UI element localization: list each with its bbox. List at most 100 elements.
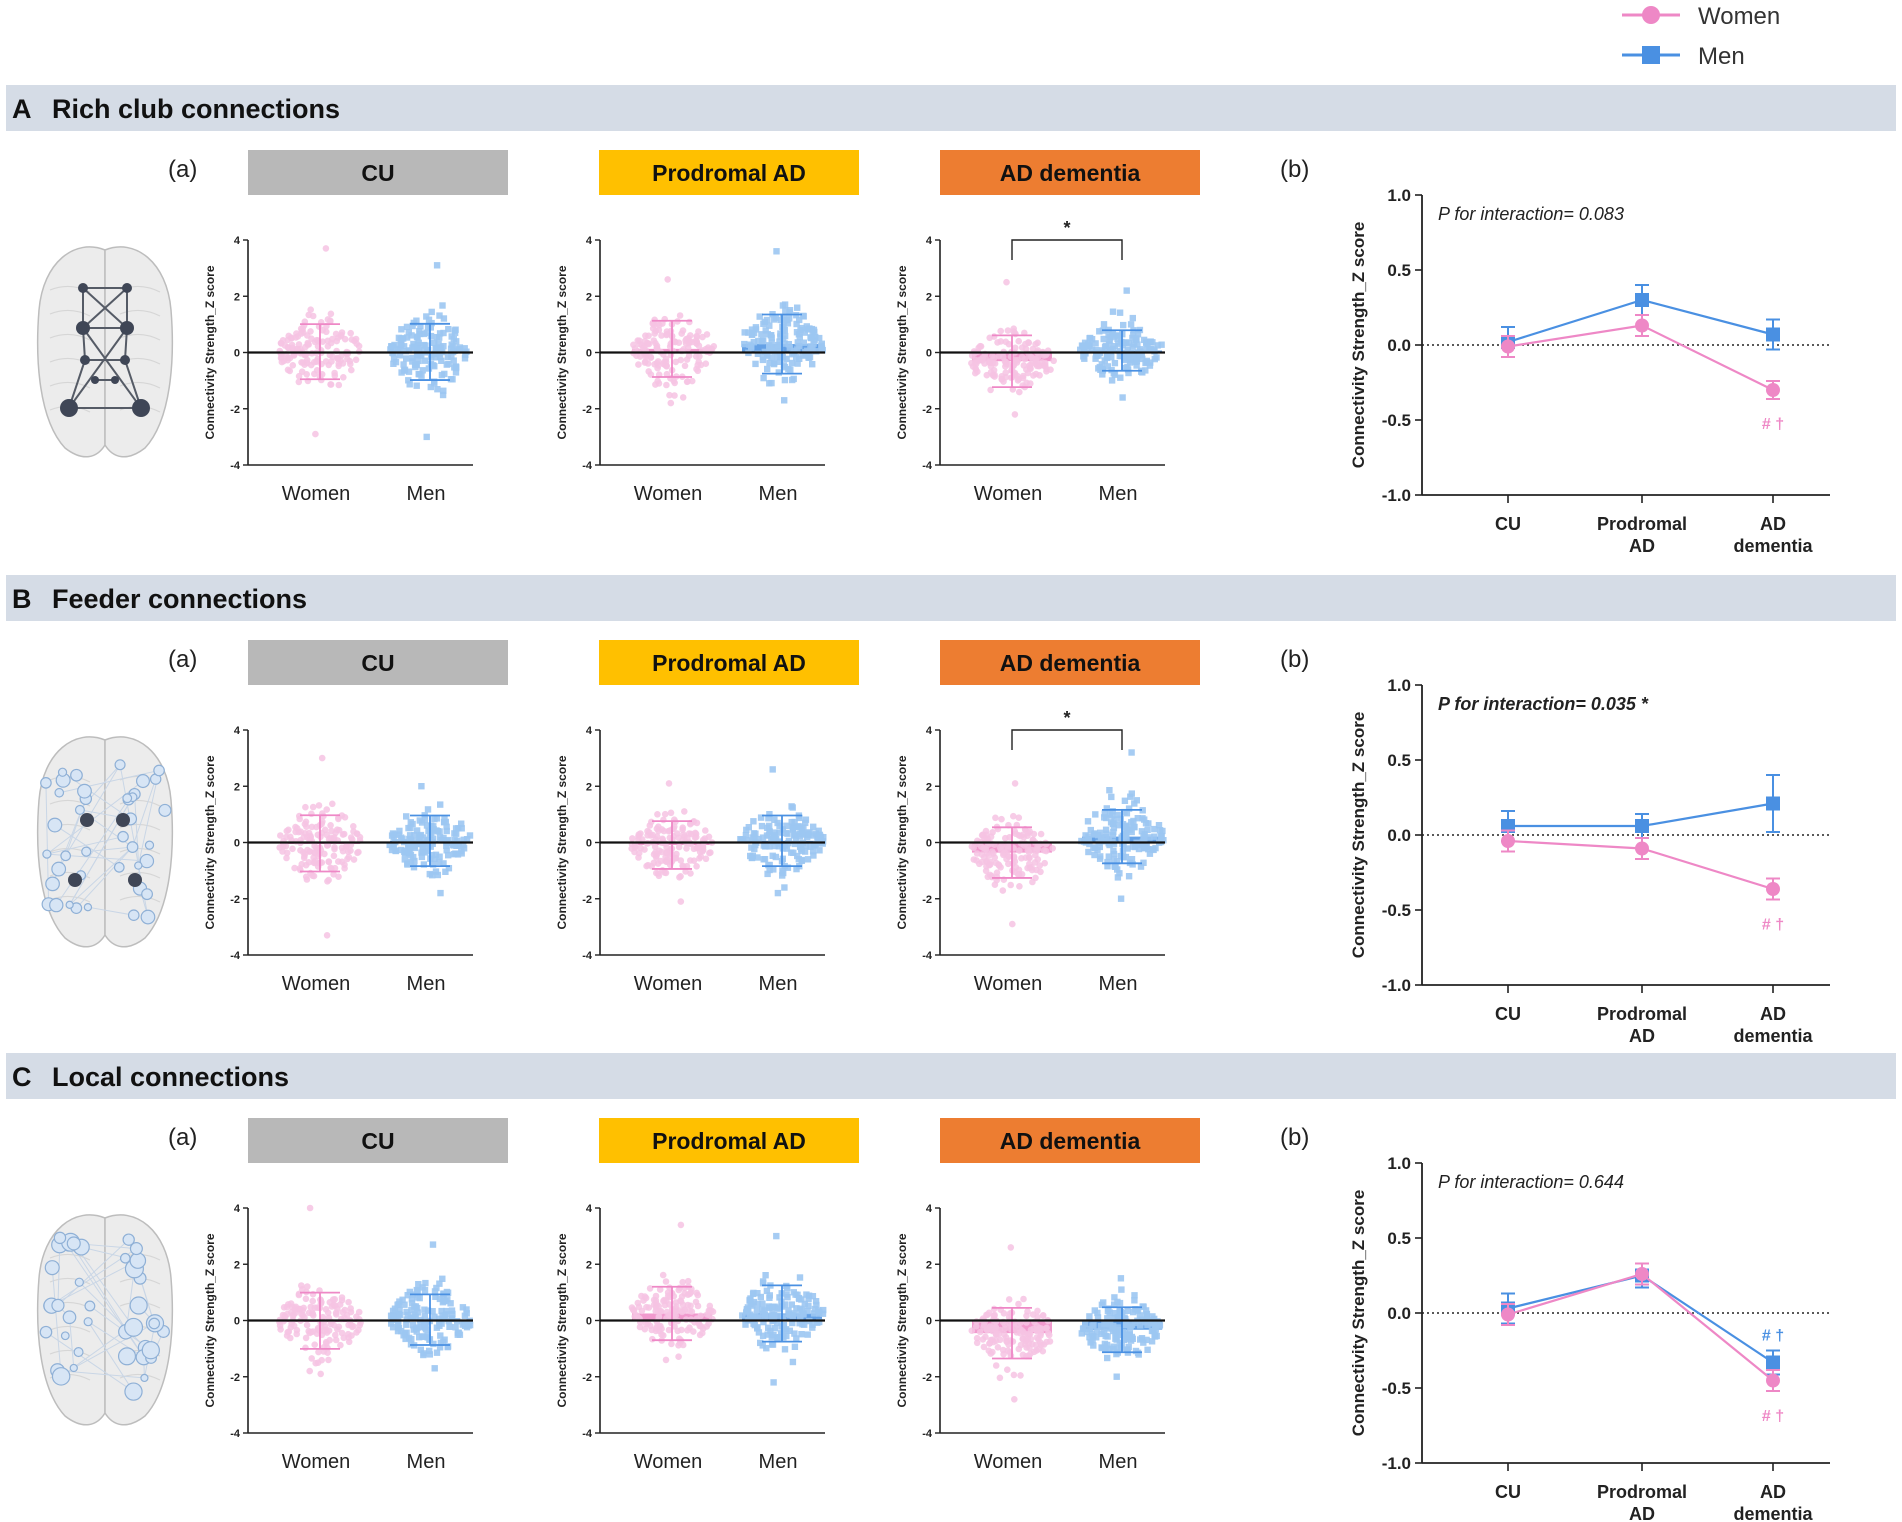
data-point [308, 823, 316, 831]
legend-item-men: Men [1622, 43, 1745, 70]
brain-node [117, 830, 129, 843]
data-point [466, 832, 474, 839]
data-point [769, 1303, 776, 1310]
data-point [452, 364, 460, 372]
brain-hub-node [128, 873, 142, 887]
significance-bracket: * [1011, 218, 1123, 260]
y-axis-label: Connectivity Strength_Z score [555, 1233, 569, 1407]
data-point [810, 340, 817, 347]
data-point [649, 831, 657, 839]
y-axis-label: Connectivity Strength_Z score [895, 1233, 909, 1407]
data-point [990, 1312, 998, 1320]
data-point [748, 344, 755, 351]
data-point [1010, 812, 1017, 820]
data-point [310, 854, 317, 861]
data-point [687, 857, 694, 864]
data-point [436, 1295, 444, 1303]
data-point [321, 850, 328, 858]
data-point [659, 320, 666, 327]
data-point [781, 1346, 789, 1353]
data-point [690, 1328, 697, 1335]
data-point [1011, 1396, 1018, 1403]
y-tick-label: 0 [586, 1316, 592, 1328]
data-point [1086, 335, 1093, 342]
data-point [329, 353, 336, 361]
data-point [1123, 832, 1130, 839]
data-point [331, 372, 339, 380]
data-point [1101, 837, 1108, 845]
data-point [411, 844, 419, 852]
y-tick-label: 4 [234, 1203, 241, 1215]
data-point [678, 1326, 685, 1334]
data-point [772, 853, 779, 861]
data-point [277, 832, 284, 839]
data-point [1027, 1335, 1035, 1343]
data-point [432, 868, 440, 875]
section-title: Feeder connections [52, 584, 307, 614]
data-point [686, 318, 693, 326]
data-point [635, 833, 642, 840]
x-category-label: Women [974, 1451, 1043, 1473]
y-tick-label: 0.0 [1387, 1304, 1411, 1323]
data-point [421, 357, 429, 364]
data-point [407, 843, 414, 851]
data-point [410, 853, 417, 861]
data-point [636, 337, 643, 345]
data-point [782, 307, 789, 314]
group-header-label: AD dementia [1000, 650, 1141, 676]
data-point [1015, 1300, 1022, 1308]
data-point [692, 337, 700, 345]
data-point [688, 377, 696, 385]
data-point [660, 1332, 667, 1339]
data-point [1117, 852, 1124, 860]
significance-star: * [1063, 218, 1070, 238]
data-point [1116, 870, 1123, 877]
data-point [751, 835, 758, 842]
data-point [1043, 840, 1050, 847]
data-point [322, 245, 330, 252]
data-point [302, 343, 309, 351]
data-point [812, 1298, 820, 1305]
y-tick-label: -2 [230, 894, 240, 906]
x-category-label: dementia [1733, 1504, 1813, 1522]
data-point [973, 1339, 981, 1347]
data-point [1142, 367, 1149, 374]
brain-node [129, 1252, 147, 1269]
data-point [979, 831, 987, 838]
data-point [308, 1355, 316, 1362]
data-point [780, 869, 787, 877]
data-point [1105, 341, 1113, 348]
data-point [277, 1326, 284, 1333]
data-point [304, 1283, 311, 1290]
data-point [1143, 843, 1150, 850]
data-point [1103, 1341, 1111, 1349]
data-point [998, 815, 1005, 823]
data-point [761, 1307, 768, 1314]
data-point [458, 825, 465, 832]
data-point [1635, 1267, 1649, 1281]
data-point [291, 864, 298, 872]
data-point [702, 855, 710, 863]
brain-edge [45, 1331, 134, 1393]
data-point [1005, 1341, 1012, 1348]
data-point [1002, 834, 1009, 842]
data-point [986, 1323, 994, 1330]
data-point [794, 360, 801, 367]
data-point [784, 1294, 791, 1301]
data-point [405, 347, 413, 354]
data-point [641, 1293, 649, 1300]
data-point [759, 1278, 767, 1285]
data-point [996, 844, 1004, 851]
brain-node [144, 840, 155, 850]
data-point [684, 1327, 691, 1334]
data-point [678, 330, 685, 337]
data-point [460, 841, 467, 849]
data-point [347, 1305, 355, 1312]
data-point [1110, 850, 1118, 858]
data-point [1766, 1355, 1780, 1370]
y-tick-label: 0.0 [1387, 826, 1411, 845]
data-point [302, 1295, 310, 1303]
data-point [302, 861, 310, 869]
data-point [761, 1313, 768, 1320]
data-point [421, 1313, 428, 1320]
